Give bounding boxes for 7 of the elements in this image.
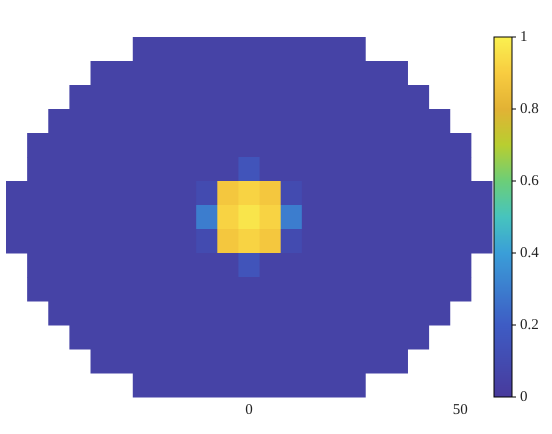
x-tick-label: 50	[452, 402, 468, 418]
color-bar-label: 0.8	[520, 100, 539, 117]
color-bar-label: 0.4	[520, 244, 540, 261]
color-bar-label: 1	[520, 28, 528, 45]
color-bar-label: 0.2	[520, 316, 539, 333]
color-bar-label: 0.6	[520, 172, 540, 189]
color-bar-label: 0	[520, 388, 528, 405]
